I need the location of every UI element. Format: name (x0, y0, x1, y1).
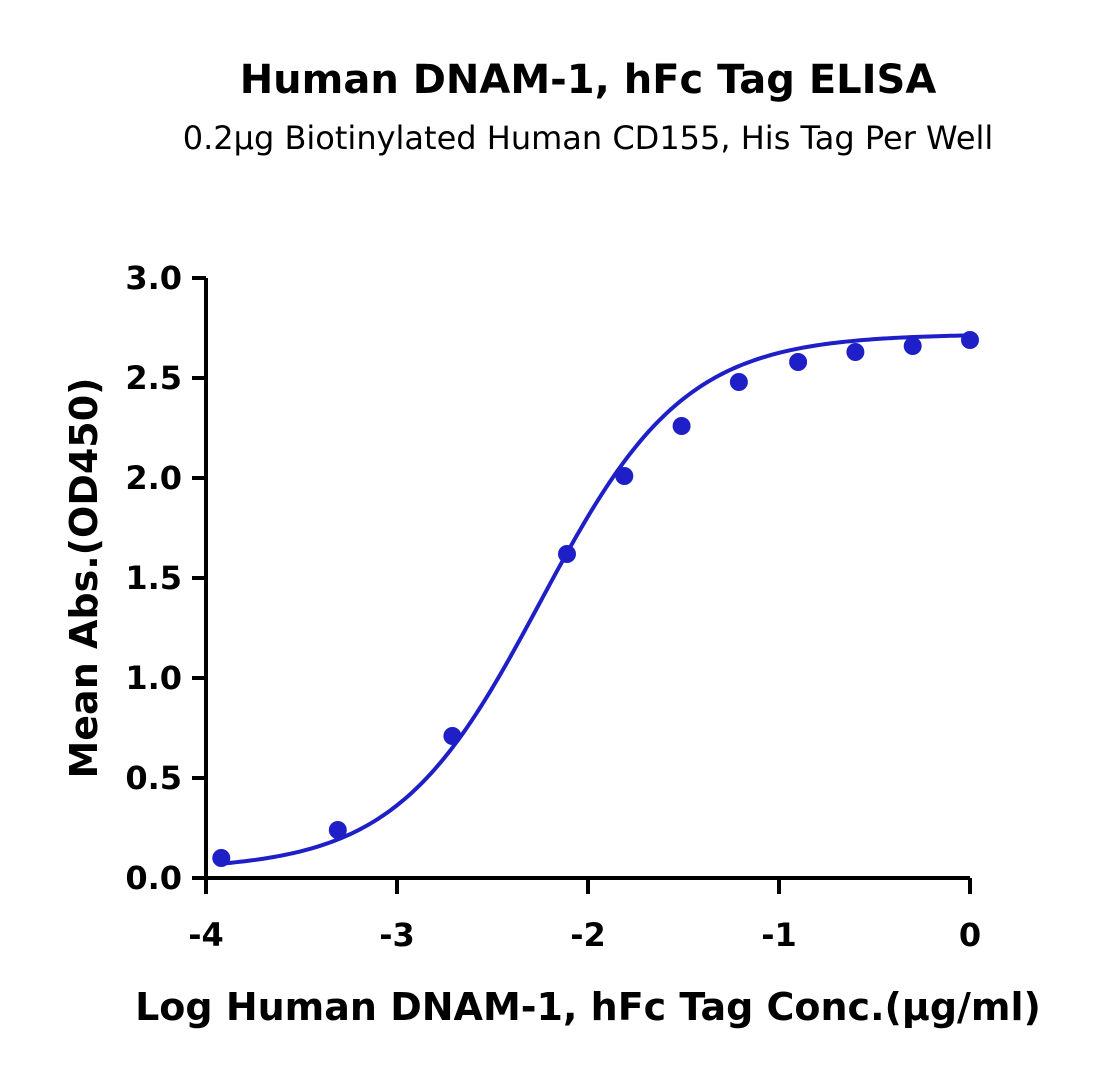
data-point (961, 331, 979, 349)
fit-curve-layer (221, 333, 971, 866)
y-tick-label: 3.0 (125, 259, 182, 297)
x-tick-label: -4 (188, 916, 224, 954)
y-tick-label: 2.5 (125, 359, 182, 397)
x-tick-label: -1 (761, 916, 797, 954)
y-tick-label: 0.0 (125, 859, 182, 897)
y-tick-label: 0.5 (125, 759, 182, 797)
data-point (557, 545, 576, 563)
y-axis-label: Mean Abs.(OD450) (62, 377, 106, 778)
data-point (672, 417, 691, 435)
data-point (212, 849, 231, 867)
data-point (328, 821, 347, 839)
x-axis-label: Log Human DNAM-1, hFc Tag Conc.(µg/ml) (135, 985, 1041, 1029)
x-tick-label: -2 (570, 916, 606, 954)
y-tick-label: 1.5 (125, 559, 182, 597)
data-point (903, 337, 922, 355)
data-point (443, 727, 462, 745)
data-point (789, 353, 808, 371)
chart-subtitle: 0.2µg Biotinylated Human CD155, His Tag … (183, 119, 994, 157)
chart-title: Human DNAM-1, hFc Tag ELISA (240, 57, 937, 103)
y-tick-label: 2.0 (125, 459, 182, 497)
data-point (729, 373, 748, 391)
data-points-layer (212, 331, 979, 867)
x-tick-label: -3 (379, 916, 415, 954)
y-tick-label: 1.0 (125, 659, 182, 697)
x-tick-label: 0 (959, 916, 981, 954)
data-point (615, 467, 634, 485)
fit-curve (221, 333, 971, 866)
data-point (846, 343, 865, 361)
axes: 0.0 0.5 1.0 1.5 2.0 2.5 3.0 -4 -3 -2 -1 0 (125, 259, 981, 954)
